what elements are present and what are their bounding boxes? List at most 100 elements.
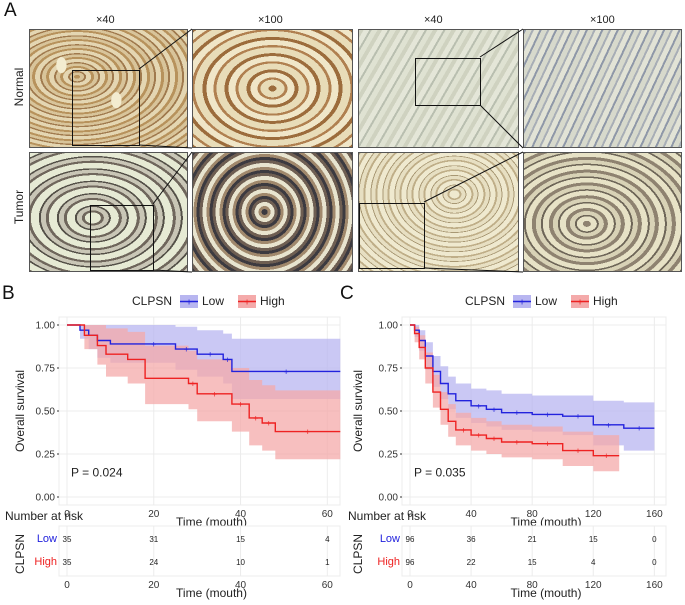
risk-count: 1 xyxy=(325,558,330,567)
censor-mark: + xyxy=(606,420,611,430)
risk-count: 0 xyxy=(652,558,657,567)
zoom-region-box xyxy=(90,205,154,271)
zoom-connector-line xyxy=(423,151,524,203)
censor-mark: + xyxy=(514,437,519,447)
risk-count: 4 xyxy=(325,535,330,544)
zoom-connector-line xyxy=(152,151,193,205)
histology-image-tumor-x100-b xyxy=(523,152,682,272)
censor-mark: + xyxy=(190,379,195,389)
zoom-connectors xyxy=(138,28,524,273)
legend-label-high: High xyxy=(593,294,618,308)
histology-image-normal-x40-a xyxy=(29,29,188,148)
histology-image-normal-x100-a xyxy=(192,29,353,148)
risk-count: 24 xyxy=(149,558,158,567)
y-tick-label: 0.50 xyxy=(379,407,399,418)
censor-mark: + xyxy=(604,451,609,461)
censor-mark: + xyxy=(238,400,243,410)
x-tick-label: 40 xyxy=(235,509,247,520)
zoom-connector-line xyxy=(423,267,524,273)
risk-row-label-low: Low xyxy=(37,533,57,545)
censor-mark: + xyxy=(253,413,258,423)
legend-key-mark: + xyxy=(577,298,583,309)
risk-x-tick-label: 0 xyxy=(64,580,70,591)
magnification-label: ×100 xyxy=(590,14,615,26)
x-tick-label: 20 xyxy=(148,509,160,520)
histology-image-tumor-x40-b xyxy=(358,152,519,272)
x-tick-label: 40 xyxy=(466,509,478,520)
censor-mark: + xyxy=(476,431,481,441)
censor-mark: + xyxy=(184,345,189,355)
censor-mark: + xyxy=(545,410,550,420)
censor-mark: + xyxy=(575,412,580,422)
y-axis-title: Overall survival xyxy=(13,370,27,452)
censor-mark: + xyxy=(305,427,310,437)
risk-x-tick-label: 40 xyxy=(466,580,478,591)
censor-mark: + xyxy=(283,367,288,377)
risk-x-axis-title: Time (mouth) xyxy=(176,586,247,600)
y-tick-label: 1.00 xyxy=(379,321,399,332)
zoom-connector-line xyxy=(138,144,193,149)
survival-curve-low xyxy=(67,324,341,373)
zoom-connector-line xyxy=(152,269,193,273)
panel-c-label: C xyxy=(340,283,354,304)
panel-b-label: B xyxy=(2,283,15,304)
confidence-band-high xyxy=(410,325,620,472)
survival-curve-low xyxy=(410,324,655,429)
y-tick-label: 0.75 xyxy=(36,364,56,375)
magnification-label: ×40 xyxy=(96,14,115,26)
histology-image-tumor-x100-a xyxy=(192,152,353,272)
censor-mark: + xyxy=(225,355,230,365)
censor-mark: + xyxy=(491,434,496,444)
risk-count: 15 xyxy=(589,535,598,544)
legend-title: CLPSN xyxy=(132,294,172,308)
x-tick-label: 0 xyxy=(407,509,413,520)
zoom-connector-line xyxy=(479,104,524,149)
survival-curve-high xyxy=(410,324,620,457)
risk-x-tick-label: 60 xyxy=(322,580,334,591)
y-tick-label: 1.00 xyxy=(36,321,56,332)
x-tick-label: 80 xyxy=(527,509,539,520)
censor-mark: + xyxy=(212,389,217,399)
zoom-region-box xyxy=(72,70,140,146)
censor-mark: + xyxy=(461,425,466,435)
legend-key-mark: + xyxy=(519,298,525,309)
zoom-region-box xyxy=(415,58,481,106)
zoom-region-box xyxy=(359,203,425,269)
censor-mark: + xyxy=(491,405,496,415)
y-tick-label: 0.50 xyxy=(36,407,56,418)
p-value: P = 0.035 xyxy=(414,465,466,479)
risk-count: 35 xyxy=(63,558,72,567)
risk-count: 15 xyxy=(528,558,537,567)
censor-mark: + xyxy=(476,401,481,411)
x-tick-label: 60 xyxy=(322,509,334,520)
risk-count: 35 xyxy=(63,535,72,544)
censor-mark: + xyxy=(208,350,213,360)
x-tick-label: 160 xyxy=(646,509,663,520)
risk-table-area xyxy=(401,525,667,577)
legend-label-high: High xyxy=(260,294,285,308)
risk-x-tick-label: 120 xyxy=(585,580,602,591)
risk-count: 22 xyxy=(467,558,476,567)
risk-table-ylabel: CLPSN xyxy=(13,534,27,574)
risk-count: 96 xyxy=(406,558,415,567)
risk-table-title: Number at risk xyxy=(348,509,427,523)
censor-mark: + xyxy=(545,439,550,449)
risk-x-axis-title: Time (mouth) xyxy=(511,586,582,600)
censor-mark: + xyxy=(266,419,271,429)
risk-x-tick-label: 0 xyxy=(407,580,413,591)
legend-key-mark: + xyxy=(186,298,192,309)
survival-curve-high xyxy=(67,324,341,433)
zoom-connector-line xyxy=(138,28,193,70)
zoom-connector-line xyxy=(479,28,524,58)
risk-row-label-low: Low xyxy=(380,533,400,545)
risk-count: 21 xyxy=(528,535,537,544)
censor-mark: + xyxy=(514,408,519,418)
risk-count: 31 xyxy=(149,535,158,544)
censor-mark: + xyxy=(575,446,580,456)
magnification-label: ×100 xyxy=(258,14,283,26)
censor-mark: + xyxy=(151,339,156,349)
risk-x-tick-label: 160 xyxy=(646,580,663,591)
legend-key-mark: + xyxy=(244,298,250,309)
